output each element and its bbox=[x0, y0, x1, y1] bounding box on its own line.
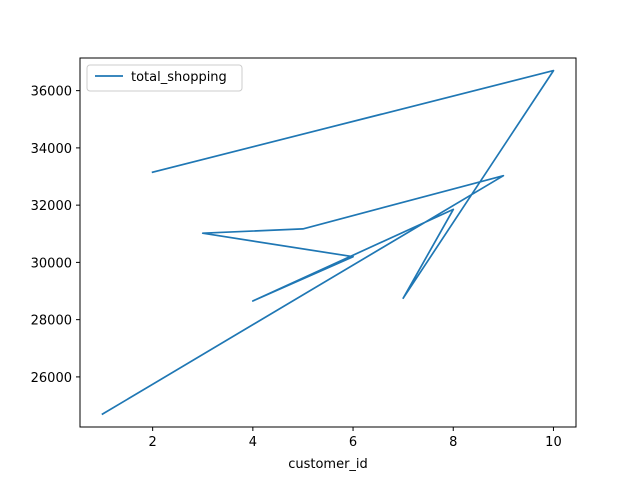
legend-label-total-shopping: total_shopping bbox=[131, 70, 227, 85]
x-tick-label: 2 bbox=[149, 435, 157, 450]
y-tick-label: 30000 bbox=[31, 256, 72, 271]
x-axis-ticks: 2 4 6 8 10 bbox=[149, 427, 562, 450]
x-tick-label: 10 bbox=[545, 435, 562, 450]
plot-frame bbox=[79, 57, 577, 428]
plot-area bbox=[80, 58, 576, 427]
series-line-total-shopping bbox=[101, 69, 555, 416]
x-axis-label: customer_id bbox=[288, 457, 368, 472]
x-tick-label: 8 bbox=[449, 435, 457, 450]
y-tick-label: 36000 bbox=[31, 85, 72, 100]
series-layer bbox=[101, 69, 555, 416]
y-axis-ticks: 26000 28000 30000 32000 34000 36000 bbox=[31, 85, 80, 386]
legend: total_shopping bbox=[86, 64, 243, 92]
legend-box bbox=[86, 64, 243, 92]
y-tick-label: 34000 bbox=[31, 142, 72, 157]
y-tick-label: 26000 bbox=[31, 371, 72, 386]
x-tick-label: 4 bbox=[249, 435, 257, 450]
x-tick-label: 6 bbox=[349, 435, 357, 450]
y-tick-label: 28000 bbox=[31, 314, 72, 329]
y-tick-label: 32000 bbox=[31, 199, 72, 214]
